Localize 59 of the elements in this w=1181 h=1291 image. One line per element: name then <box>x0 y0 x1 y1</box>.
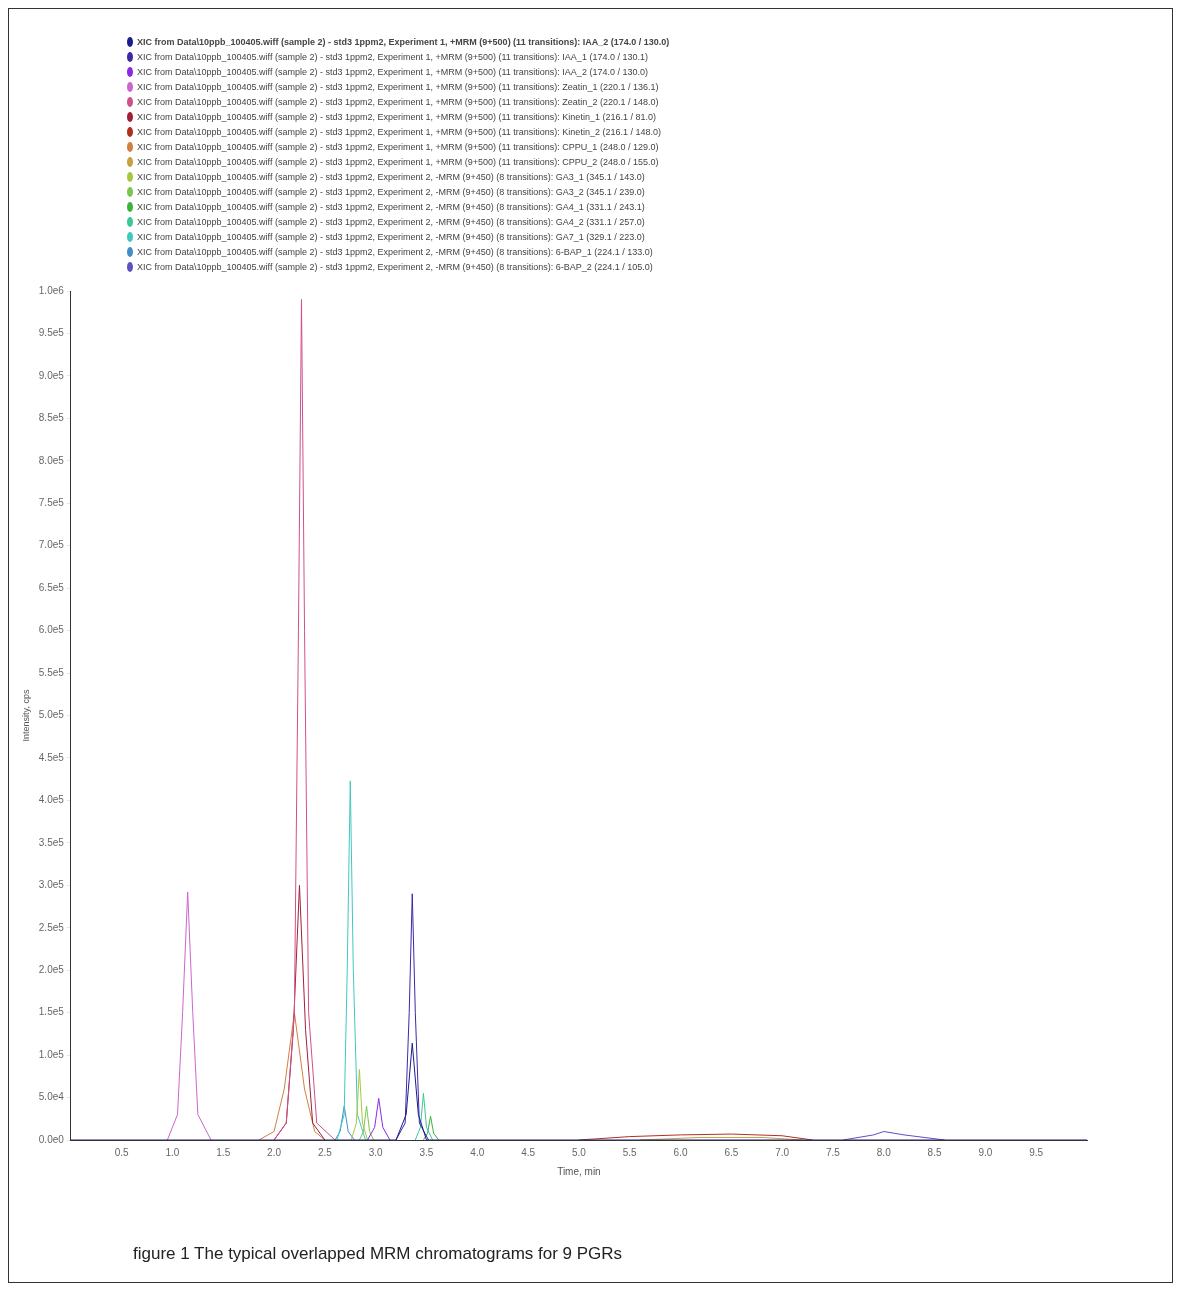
y-tick-label: 5.0e5 <box>38 709 65 721</box>
y-tick-label: 4.0e5 <box>38 794 65 806</box>
y-tick-label: 2.5e5 <box>38 921 65 933</box>
y-tick-label: 9.5e5 <box>38 327 65 339</box>
x-tick-label: 2.5 <box>317 1146 333 1158</box>
x-tick-label: 6.0 <box>673 1146 688 1158</box>
y-tick-label: 9.0e5 <box>38 369 65 381</box>
y-tick-label: 0.0e0 <box>38 1133 65 1145</box>
legend-label: XIC from Data\10ppb_100405.wiff (sample 2) - std3 1ppm2, Experiment 1, +MRM (9+500) (11 transitions): Zeatin_2 (220.1 / 148.0) <box>137 97 659 107</box>
x-tick-label: 2.0 <box>267 1146 282 1158</box>
x-tick-label: 8.0 <box>876 1146 892 1158</box>
y-tick-label: 7.5e5 <box>38 497 65 508</box>
x-tick-label: 4.5 <box>521 1146 536 1158</box>
legend-label: XIC from Data\10ppb_100405.wiff (sample 2) - std3 1ppm2, Experiment 1, +MRM (9+500) (11 transitions): Kinetin_2 (216.1 / 148.0) <box>137 127 661 137</box>
y-tick-label: 7.0e5 <box>38 539 65 551</box>
y-tick-label: 5.5e5 <box>38 666 65 678</box>
x-tick-label: 8.5 <box>927 1146 942 1158</box>
y-tick-label: 6.0e5 <box>38 624 65 636</box>
x-tick-label: 6.5 <box>724 1146 739 1158</box>
legend-label: XIC from Data\10ppb_100405.wiff (sample 2) - std3 1ppm2, Experiment 2, -MRM (9+450) (8 transitions): 6-BAP_1 (224.1 / 133.0) <box>137 247 653 257</box>
x-tick-label: 3.5 <box>419 1146 434 1158</box>
x-tick-label: 7.0 <box>775 1146 790 1158</box>
y-tick-label: 4.5e5 <box>38 751 65 763</box>
legend-label: XIC from Data\10ppb_100405.wiff (sample 2) - std3 1ppm2, Experiment 1, +MRM (9+500) (11 transitions): IAA_2 (174.0 / 130.0) <box>137 37 670 47</box>
legend-label: XIC from Data\10ppb_100405.wiff (sample 2) - std3 1ppm2, Experiment 2, -MRM (9+450) (8 transitions): GA4_1 (331.1 / 243.1) <box>137 202 645 212</box>
x-tick-label: 3.0 <box>368 1146 384 1158</box>
x-tick-label: 9.5 <box>1029 1146 1044 1158</box>
legend-label: XIC from Data\10ppb_100405.wiff (sample 2) - std3 1ppm2, Experiment 1, +MRM (9+500) (11 transitions): Kinetin_1 (216.1 / 81.0) <box>137 112 656 122</box>
y-tick-label: 8.0e5 <box>38 454 65 466</box>
y-tick-label: 1.0e5 <box>38 1048 65 1060</box>
y-axis-title: Intensity, cps <box>20 689 31 742</box>
legend-label: XIC from Data\10ppb_100405.wiff (sample 2) - std3 1ppm2, Experiment 1, +MRM (9+500) (11 transitions): Zeatin_1 (220.1 / 136.1) <box>137 82 659 92</box>
x-tick-label: 5.0 <box>571 1146 587 1158</box>
legend-label: XIC from Data\10ppb_100405.wiff (sample 2) - std3 1ppm2, Experiment 2, -MRM (9+450) (8 transitions): 6-BAP_2 (224.1 / 105.0) <box>137 262 653 272</box>
legend-label: XIC from Data\10ppb_100405.wiff (sample 2) - std3 1ppm2, Experiment 2, -MRM (9+450) (8 transitions): GA3_1 (345.1 / 143.0) <box>137 172 645 182</box>
x-tick-label: 0.5 <box>114 1146 130 1158</box>
legend-label: XIC from Data\10ppb_100405.wiff (sample 2) - std3 1ppm2, Experiment 1, +MRM (9+500) (11 transitions): CPPU_1 (248.0 / 129.0) <box>137 142 659 152</box>
legend-label: XIC from Data\10ppb_100405.wiff (sample 2) - std3 1ppm2, Experiment 2, -MRM (9+450) (8 transitions): GA7_1 (329.1 / 223.0) <box>137 232 645 242</box>
y-tick-label: 1.0e6 <box>38 284 65 296</box>
x-tick-label: 1.0 <box>165 1146 180 1158</box>
y-tick-label: 3.5e5 <box>38 836 65 848</box>
x-axis-title: Time, min <box>557 1165 601 1177</box>
y-tick-label: 8.5e5 <box>38 412 65 424</box>
legend-label: XIC from Data\10ppb_100405.wiff (sample 2) - std3 1ppm2, Experiment 1, +MRM (9+500) (11 transitions): CPPU_2 (248.0 / 155.0) <box>137 157 659 167</box>
y-tick-label: 6.5e5 <box>38 581 65 593</box>
caption: figure 1 The typical overlapped MRM chromatograms for 9 PGRs <box>133 1244 623 1264</box>
x-tick-label: 1.5 <box>216 1146 231 1158</box>
legend-label: XIC from Data\10ppb_100405.wiff (sample 2) - std3 1ppm2, Experiment 1, +MRM (9+500) (11 transitions): IAA_2 (174.0 / 130.0) <box>137 67 648 77</box>
legend-label: XIC from Data\10ppb_100405.wiff (sample 2) - std3 1ppm2, Experiment 2, -MRM (9+450) (8 transitions): GA3_2 (345.1 / 239.0) <box>137 187 645 197</box>
y-tick-label: 5.0e4 <box>38 1091 65 1103</box>
y-tick-label: 3.0e5 <box>38 879 65 891</box>
legend-label: XIC from Data\10ppb_100405.wiff (sample 2) - std3 1ppm2, Experiment 2, -MRM (9+450) (8 transitions): GA4_2 (331.1 / 257.0) <box>137 217 645 227</box>
x-tick-label: 7.5 <box>826 1146 841 1158</box>
legend-label: XIC from Data\10ppb_100405.wiff (sample 2) - std3 1ppm2, Experiment 1, +MRM (9+500) (11 transitions): IAA_1 (174.0 / 130.1) <box>137 52 648 62</box>
x-tick-label: 9.0 <box>978 1146 993 1158</box>
y-tick-label: 2.0e5 <box>38 963 65 975</box>
x-tick-label: 4.0 <box>470 1146 485 1158</box>
x-tick-label: 5.5 <box>622 1146 638 1158</box>
y-tick-label: 1.5e5 <box>38 1006 65 1018</box>
